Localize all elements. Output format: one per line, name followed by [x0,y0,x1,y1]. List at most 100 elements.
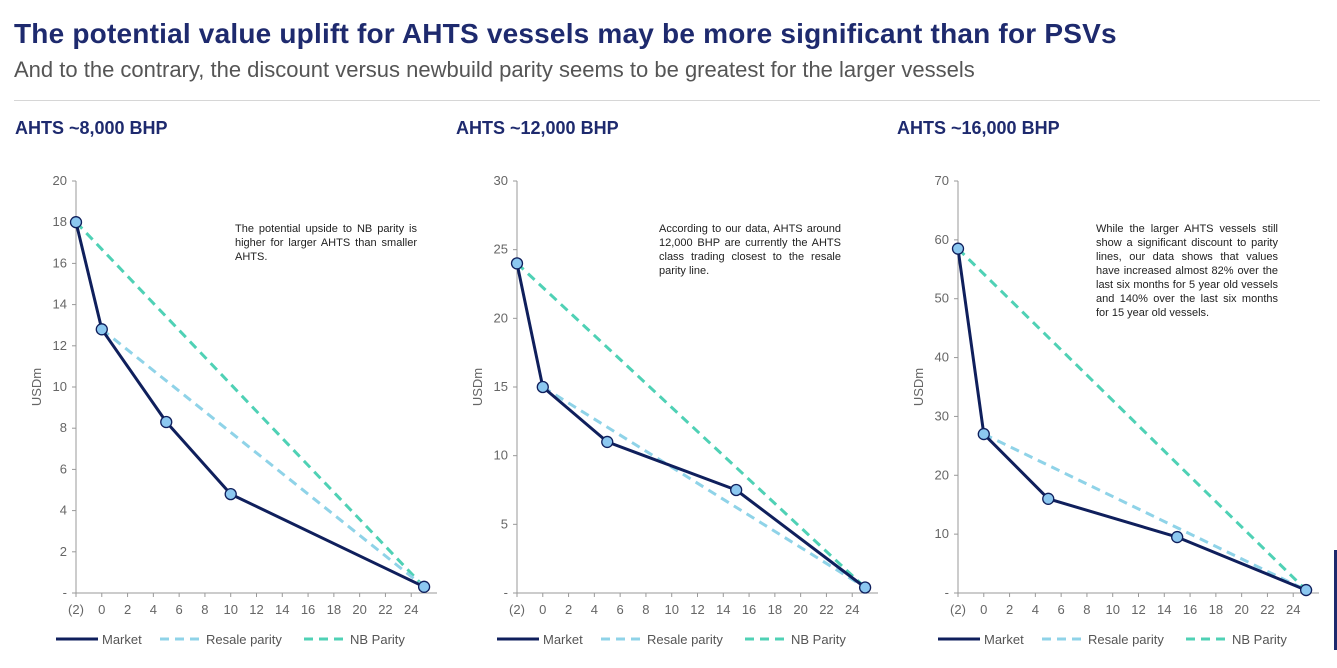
x-tick-label: 24 [1286,602,1300,617]
legend-label: NB Parity [350,632,405,647]
chart-annotation: According to our data, AHTS around 12,00… [659,223,841,277]
y-tick-label: 70 [935,173,949,188]
market-data-point [858,581,872,594]
x-tick-label: 12 [249,602,263,617]
x-tick-label: 0 [980,602,987,617]
x-tick-label: 20 [793,602,807,617]
x-tick-label: 16 [742,602,756,617]
chart-annotation: While the larger AHTS vessels still show… [1096,223,1278,319]
y-axis-label: USDm [470,368,485,406]
x-tick-label: 8 [1083,602,1090,617]
y-tick-label: 50 [935,291,949,306]
y-tick-label: 12 [53,338,67,353]
x-tick-label: 12 [690,602,704,617]
x-tick-label: 2 [124,602,131,617]
y-axis-label: USDm [29,368,44,406]
y-tick-label: - [945,585,949,600]
series-line-nb-parity [515,262,867,589]
x-tick-label: 6 [176,602,183,617]
x-tick-label: 8 [201,602,208,617]
x-tick-label: 4 [150,602,157,617]
series-line-resale-parity [983,432,1307,592]
x-tick-label: 6 [617,602,624,617]
y-tick-label: 60 [935,232,949,247]
y-tick-label: 25 [494,242,508,257]
y-axis-label: USDm [911,368,926,406]
market-data-point [1042,492,1055,505]
x-tick-label: 20 [1234,602,1248,617]
y-tick-label: 6 [60,461,67,476]
legend-label: Resale parity [1088,632,1164,647]
legend-label: NB Parity [1232,632,1287,647]
x-tick-label: 24 [404,602,418,617]
y-tick-label: 10 [53,379,67,394]
y-tick-label: 20 [53,173,67,188]
x-tick-label: (2) [509,602,525,617]
x-tick-label: 16 [1183,602,1197,617]
y-tick-label: 30 [494,173,508,188]
x-tick-label: 8 [642,602,649,617]
x-tick-label: 2 [565,602,572,617]
market-data-point [1171,530,1184,544]
x-tick-label: 14 [716,602,730,617]
y-tick-label: 10 [494,448,508,463]
y-tick-label: 14 [53,297,67,312]
x-tick-label: 24 [845,602,859,617]
series-line-nb-parity [956,247,1308,592]
y-tick-label: 15 [494,379,508,394]
header-divider [14,100,1320,101]
x-tick-label: 10 [1105,602,1119,617]
chart-annotation: The potential upside to NB parity is hig… [235,223,417,263]
x-tick-label: 10 [664,602,678,617]
x-tick-label: 20 [352,602,366,617]
legend-label: Resale parity [206,632,282,647]
chart-title: AHTS ~8,000 BHP [15,118,168,138]
market-data-point [417,580,431,593]
y-tick-label: 10 [935,526,949,541]
x-tick-label: (2) [950,602,966,617]
page-subtitle: And to the contrary, the discount versus… [14,57,975,82]
x-tick-label: 14 [275,602,289,617]
chart-panel-16000bhp: AHTS ~16,000 BHP -10 20 30 40 50 60 70 (2) 0 2 4 6 8… [896,108,1337,664]
y-tick-label: - [63,585,67,600]
y-tick-label: 4 [60,503,67,518]
y-tick-label: 18 [53,214,67,229]
x-tick-label: 0 [98,602,105,617]
series-line-resale-parity [542,385,866,589]
x-tick-label: 4 [591,602,598,617]
x-tick-label: 22 [819,602,833,617]
x-tick-label: (2) [68,602,84,617]
market-data-point [1299,583,1313,597]
market-data-point [510,257,524,270]
y-tick-label: 2 [60,544,67,559]
x-tick-label: 2 [1006,602,1013,617]
chart-panel-8000bhp: AHTS ~8,000 BHP -2 4 6 8 10 12 14 16 18 20 (2) 0 2 4 6… [14,108,455,664]
chart-title: AHTS ~16,000 BHP [897,118,1060,138]
chart-title: AHTS ~12,000 BHP [456,118,619,138]
series-line-nb-parity [74,221,426,588]
y-tick-label: 20 [935,467,949,482]
y-tick-label: 8 [60,420,67,435]
x-tick-label: 14 [1157,602,1171,617]
x-tick-label: 18 [768,602,782,617]
x-tick-label: 18 [1209,602,1223,617]
y-tick-label: 20 [494,310,508,325]
market-data-point [730,483,743,497]
x-tick-label: 22 [1260,602,1274,617]
edge-marker [1334,550,1337,650]
series-line-market [515,263,867,589]
x-tick-label: 16 [301,602,315,617]
x-tick-label: 0 [539,602,546,617]
x-tick-label: 12 [1131,602,1145,617]
market-data-point [224,487,237,501]
series-line-resale-parity [100,328,426,588]
x-tick-label: 4 [1032,602,1039,617]
market-data-point [69,216,83,229]
y-tick-label: 5 [501,516,508,531]
market-data-point [95,323,108,336]
legend-label: NB Parity [791,632,846,647]
market-data-point [601,435,614,449]
x-tick-label: 18 [327,602,341,617]
